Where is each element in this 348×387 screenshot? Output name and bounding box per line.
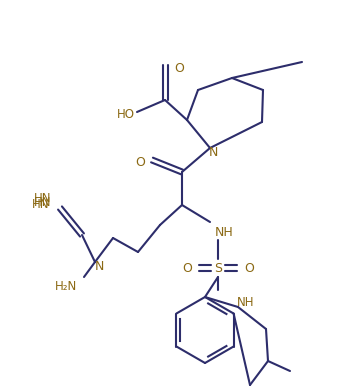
Text: HN: HN xyxy=(33,195,51,209)
Text: O: O xyxy=(182,262,192,276)
Text: S: S xyxy=(214,262,222,274)
Text: HN: HN xyxy=(32,199,49,212)
Text: O: O xyxy=(174,62,184,75)
Text: NH: NH xyxy=(237,296,255,308)
Text: HN: HN xyxy=(34,192,52,204)
Text: HO: HO xyxy=(117,108,135,122)
Text: NH: NH xyxy=(215,226,234,240)
Text: H₂N: H₂N xyxy=(55,281,77,293)
Text: O: O xyxy=(135,156,145,168)
Text: O: O xyxy=(244,262,254,276)
Text: N: N xyxy=(208,147,218,159)
Text: N: N xyxy=(94,260,104,274)
